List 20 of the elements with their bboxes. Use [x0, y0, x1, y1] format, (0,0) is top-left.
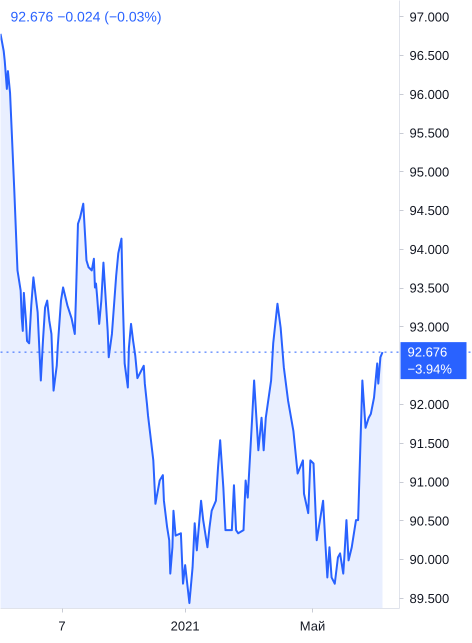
y-tick-label: 89.500 [410, 590, 450, 606]
y-tick-label: 97.000 [410, 9, 450, 24]
x-tick-label: Май [300, 618, 326, 634]
y-tick-label: 94.500 [410, 203, 450, 218]
y-tick-label: 95.000 [410, 164, 450, 180]
ref-line-label: 92.676 −3.94% [408, 344, 452, 377]
y-tick-label: 96.500 [410, 48, 450, 64]
y-tick-label: 93.000 [410, 319, 450, 334]
y-tick-label: 93.500 [410, 280, 450, 296]
y-tick-label: 92.000 [410, 397, 450, 412]
y-tick-label: 90.500 [410, 513, 450, 528]
y-tick-label: 91.000 [410, 474, 450, 490]
y-tick-label: 90.000 [410, 552, 450, 568]
y-tick-label: 95.500 [410, 126, 450, 141]
x-tick-label: 7 [58, 618, 66, 634]
y-tick-label: 94.000 [410, 242, 450, 257]
y-tick-label: 91.500 [410, 436, 450, 451]
y-tick-label: 96.000 [410, 86, 450, 102]
text: 92.676 −0.024 (−0.03%) [10, 8, 162, 24]
x-tick-label: 2021 [170, 618, 200, 634]
